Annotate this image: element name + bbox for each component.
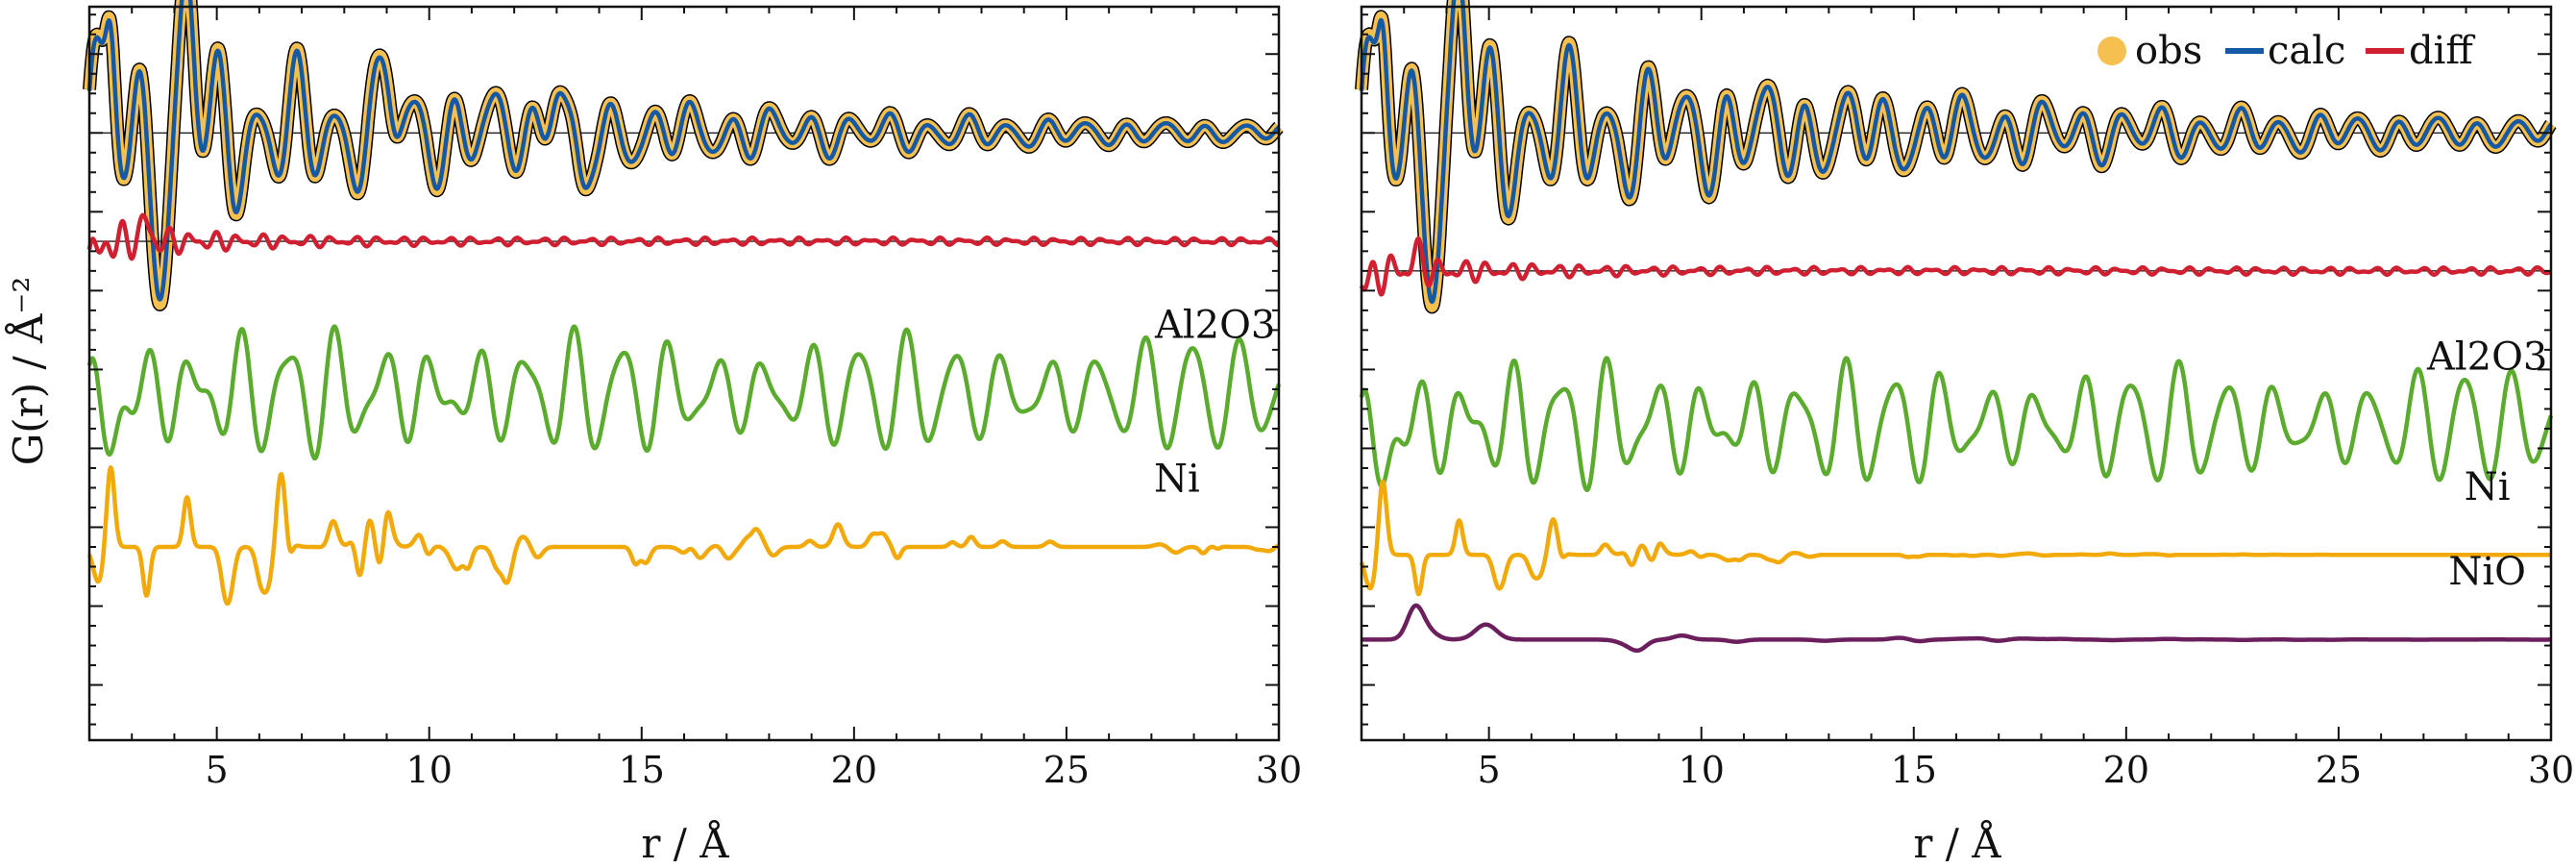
x-tick-label: 10	[1679, 749, 1725, 791]
x-tick-label: 5	[1478, 749, 1501, 791]
x-tick-label: 30	[2528, 749, 2574, 791]
legend: obs calc diff	[2098, 29, 2475, 73]
left-panel: Al2O3 Ni 5 10 15 20 25 30	[83, 0, 1302, 791]
ni-phase-label: Ni	[1154, 458, 1200, 502]
right-panel: Al2O3 Ni NiO 5 10 15 20 25 30	[1355, 0, 2574, 791]
x-tick-label: 15	[1891, 749, 1937, 791]
x-tick-label: 10	[406, 749, 453, 791]
x-tick-label: 25	[1043, 749, 1090, 791]
legend-obs-label: obs	[2135, 29, 2202, 73]
calc-series	[86, 0, 1281, 302]
al2o3-phase-label: Al2O3	[1154, 304, 1275, 348]
obs-series	[84, 0, 1284, 310]
legend-obs-marker	[2098, 37, 2126, 65]
y-axis-label: G(r) / Å⁻²	[4, 277, 52, 466]
x-tick-label: 30	[1256, 749, 1302, 791]
diff-series	[86, 212, 1281, 261]
al2o3-series	[1359, 356, 2554, 492]
al2o3-series	[86, 324, 1282, 461]
legend-diff-label: diff	[2409, 29, 2475, 73]
ni-series	[1359, 479, 2553, 597]
nio-phase-label: NiO	[2448, 550, 2526, 594]
ni-phase-label: Ni	[2465, 465, 2511, 509]
x-tick-label: 15	[619, 749, 665, 791]
x-tick-label: 20	[831, 749, 877, 791]
legend-calc-label: calc	[2268, 29, 2345, 73]
x-axis-label-left: r / Å	[641, 819, 729, 867]
diff-series	[1359, 236, 2553, 297]
calc-series	[1359, 0, 2553, 305]
al2o3-phase-label: Al2O3	[2426, 335, 2547, 379]
x-tick-label: 5	[206, 749, 229, 791]
x-tick-label: 20	[2103, 749, 2149, 791]
ni-series	[86, 465, 1281, 607]
x-tick-label: 25	[2316, 749, 2362, 791]
x-axis-label-right: r / Å	[1913, 819, 2001, 867]
nio-series	[1360, 603, 2553, 654]
